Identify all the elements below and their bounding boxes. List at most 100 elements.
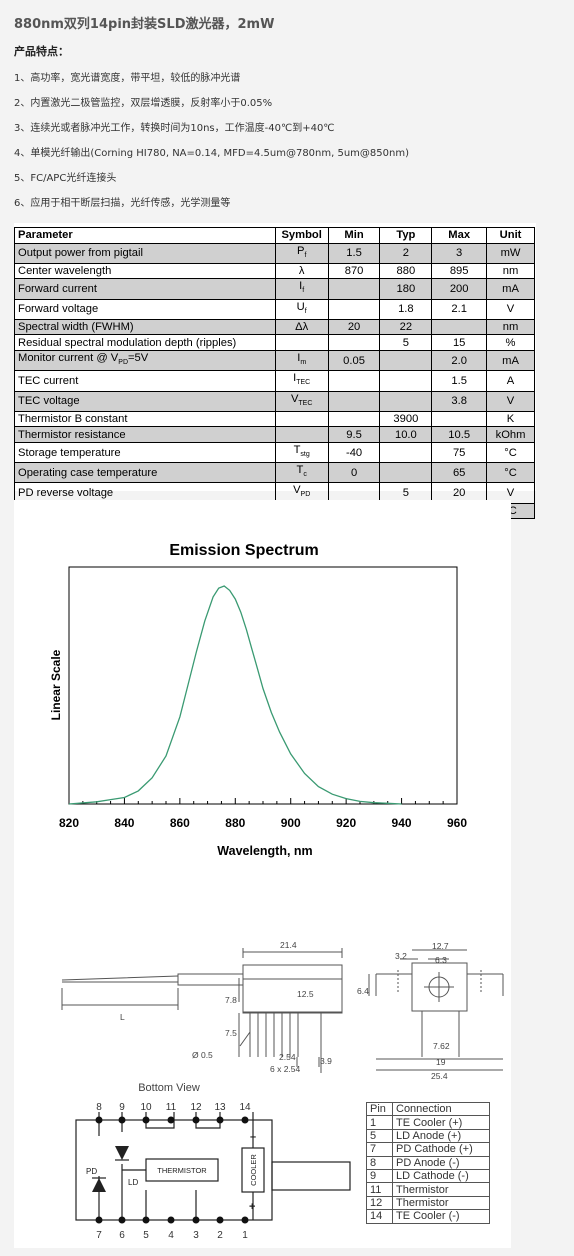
dim-side-height: 6.4 bbox=[357, 986, 369, 996]
dim-ear: 3.2 bbox=[395, 951, 407, 961]
bottom-pin-number: 7 bbox=[96, 1230, 102, 1241]
pin-dot bbox=[167, 1216, 175, 1224]
plot-frame bbox=[68, 566, 458, 805]
symbol-subscript: TEC bbox=[296, 379, 311, 387]
pin-row: 1 TE Cooler (+) bbox=[366, 1115, 490, 1130]
ld-label: LD bbox=[128, 1178, 138, 1187]
pin-dot bbox=[118, 1216, 126, 1224]
symbol-text: I bbox=[297, 352, 301, 365]
spec-row: TEC current ITEC 1.5 A bbox=[14, 370, 535, 392]
max-cell: 15 bbox=[431, 334, 488, 352]
pin-dot bbox=[142, 1116, 150, 1124]
symbol-text: λ bbox=[298, 265, 305, 278]
end-view-leads bbox=[421, 1011, 460, 1057]
param-text: Forward current bbox=[18, 283, 97, 296]
feature-item: 3、连续光或者脉冲光工作，转换时间为10ns，工作温度-40℃到+40℃ bbox=[14, 123, 335, 134]
pin-number-cell: 9 bbox=[366, 1168, 393, 1184]
min-cell bbox=[327, 370, 381, 392]
unit-cell: mA bbox=[486, 350, 535, 372]
unit-cell: mW bbox=[486, 242, 535, 264]
spec-table: Parameter Symbol Min Typ Max Unit Output powe… bbox=[14, 227, 535, 520]
symbol-text: U bbox=[296, 300, 305, 313]
symbol-text: T bbox=[293, 443, 301, 456]
dim-row-spacing: 7.62 bbox=[433, 1041, 450, 1051]
unit-cell: mA bbox=[486, 278, 535, 300]
typ-cell bbox=[379, 441, 433, 464]
bottom-pin-number: 3 bbox=[193, 1230, 199, 1241]
symbol-text: P bbox=[296, 244, 305, 257]
dimension-lines bbox=[61, 948, 343, 1073]
dim-length: 21.4 bbox=[280, 940, 297, 950]
pin-connection-cell: Thermistor bbox=[392, 1195, 490, 1211]
dim-flange-width: 25.4 bbox=[431, 1071, 448, 1081]
max-cell: 895 bbox=[431, 262, 488, 280]
spec-row: Monitor current @ VPD=5V Im 0.05 2.0 mA bbox=[14, 350, 535, 372]
x-tick-label: 860 bbox=[170, 816, 190, 830]
y-axis-label: Linear Scale bbox=[49, 649, 63, 720]
min-cell bbox=[327, 334, 381, 352]
dim-body-width: 19 bbox=[436, 1057, 446, 1067]
spec-header-cell: Max bbox=[431, 227, 488, 244]
max-cell: 2.1 bbox=[431, 298, 488, 320]
dim-fiber-length: L bbox=[120, 1012, 125, 1022]
symbol-subscript: PD bbox=[300, 491, 311, 499]
min-cell: 9.5 bbox=[327, 426, 381, 443]
spec-row: Operating case temperature Tc 0 65 °C bbox=[14, 462, 535, 484]
symbol-text: V bbox=[290, 392, 299, 405]
x-tick-label: 900 bbox=[281, 816, 301, 830]
fiber-boot bbox=[177, 973, 244, 986]
cooler-label: COOLER bbox=[249, 1154, 258, 1186]
figure-canvas: Emission Spectrum Linear Scale Wavelengt… bbox=[49, 542, 504, 1241]
symbol-text: Δλ bbox=[295, 321, 309, 334]
symbol-subscript: TEC bbox=[298, 399, 313, 407]
bottom-pin-number: 4 bbox=[168, 1230, 174, 1241]
pin-row: 8 PD Anode (-) bbox=[366, 1155, 490, 1170]
max-cell: 2.0 bbox=[431, 350, 488, 372]
dim-lead-length: 7.5 bbox=[225, 1028, 237, 1038]
param-cell: Center wavelength bbox=[14, 262, 276, 280]
end-view-body bbox=[411, 962, 468, 1012]
pin-row: 5 LD Anode (+) bbox=[366, 1128, 490, 1144]
max-cell bbox=[431, 410, 488, 428]
pin-row: 7 PD Cathode (+) bbox=[366, 1142, 490, 1157]
pin-dot bbox=[95, 1216, 103, 1224]
feature-item: 5、FC/APC光纤连接头 bbox=[14, 173, 117, 184]
param-cell: Thermistor resistance bbox=[14, 426, 276, 443]
x-tick-label: 820 bbox=[59, 816, 79, 830]
x-tick-label: 960 bbox=[447, 816, 467, 830]
top-pin-number: 10 bbox=[140, 1102, 152, 1113]
dim-lead-end: 3.9 bbox=[320, 1056, 332, 1066]
spec-row: Output power from pigtail Pf 1.5 2 3 mW bbox=[14, 242, 535, 264]
param-cell: Residual spectral modulation depth (ripp… bbox=[14, 334, 276, 352]
feature-item: 2、内置激光二极管监控，双层增透膜，反射率小于0.05% bbox=[14, 98, 273, 109]
min-cell bbox=[327, 390, 381, 412]
end-view-mount-holes bbox=[397, 970, 482, 994]
spec-table-panel: Parameter Symbol Min Typ Max Unit Output powe… bbox=[14, 223, 536, 520]
pin-connection-cell: PD Anode (-) bbox=[392, 1155, 490, 1170]
pin-connection-cell: LD Anode (+) bbox=[392, 1128, 490, 1144]
min-cell: 0.05 bbox=[327, 350, 381, 372]
min-cell: -40 bbox=[327, 441, 381, 464]
dim-fiber-diameter: Ø 0.5 bbox=[192, 1050, 213, 1060]
unit-cell: V bbox=[486, 298, 535, 320]
package-side-view: 21.4 12.5 7.8 7.5 L Ø 0.5 2.54 6 x 2.54 … bbox=[61, 940, 343, 1074]
top-pin-number: 9 bbox=[119, 1102, 125, 1113]
symbol-cell bbox=[274, 426, 329, 443]
pin-dot bbox=[142, 1216, 150, 1224]
figure-panel: Emission Spectrum Linear Scale Wavelengt… bbox=[14, 500, 511, 1248]
spec-row: Thermistor B constant 3900 K bbox=[14, 410, 535, 428]
pin-number-cell: 14 bbox=[366, 1209, 393, 1224]
param-text: TEC current bbox=[18, 374, 79, 387]
symbol-subscript: c bbox=[303, 471, 307, 479]
pin-connection-table: Pin Connection 1 TE Cooler (+) 5 LD Anode (… bbox=[366, 1101, 490, 1224]
param-cell: Output power from pigtail bbox=[14, 242, 276, 264]
pin-connection-cell: TE Cooler (+) bbox=[392, 1115, 490, 1130]
dim-lead-offset: 7.8 bbox=[225, 995, 237, 1005]
symbol-cell: Tc bbox=[274, 462, 329, 484]
top-pin-number: 12 bbox=[190, 1102, 202, 1113]
param-cell: Operating case temperature bbox=[14, 462, 276, 484]
symbol-cell bbox=[274, 334, 329, 352]
param-cell: Monitor current @ VPD=5V bbox=[14, 350, 276, 372]
param-text: Operating case temperature bbox=[18, 466, 158, 479]
bottom-pin-number: 2 bbox=[217, 1230, 223, 1241]
